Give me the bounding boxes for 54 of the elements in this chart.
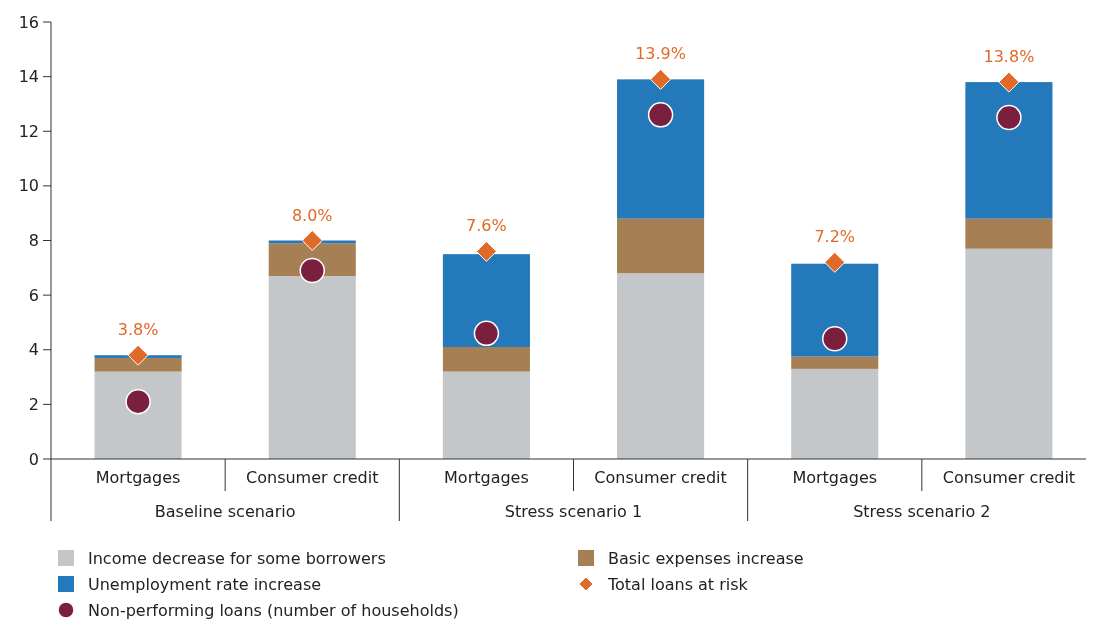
bar [791, 356, 879, 369]
text: Baseline scenario [154, 502, 296, 521]
point [996, 104, 1022, 131]
data-label: 7.2% [814, 227, 856, 247]
bar [617, 218, 705, 274]
bar [791, 263, 879, 357]
y-tick-label: 8 [28, 231, 39, 251]
y-tick-label: 14 [18, 67, 39, 87]
bar [965, 218, 1053, 249]
y-tick-label: 12 [18, 121, 39, 141]
bar [965, 82, 1053, 219]
point [822, 326, 848, 352]
bar [442, 347, 530, 372]
bar [94, 371, 182, 459]
bar [617, 273, 705, 459]
bar [791, 368, 879, 459]
point [127, 344, 149, 366]
x-tick-label: Mortgages [95, 468, 181, 487]
data-label: 13.9% [635, 44, 686, 64]
point [475, 240, 497, 262]
x-tick-label: Consumer credit [246, 468, 379, 487]
legend-label: Income decrease for some borrowers [88, 548, 386, 568]
point [647, 102, 674, 128]
bar [94, 357, 182, 372]
bar [442, 371, 530, 459]
text: Stress scenario 1 [504, 502, 643, 521]
y-tick-label: 10 [18, 176, 39, 196]
point [301, 230, 323, 251]
y-tick-label: 0 [28, 449, 39, 469]
y-tick-label: 4 [28, 340, 39, 360]
bar [268, 276, 356, 459]
text: Stress scenario 2 [853, 502, 991, 521]
data-label: 13.8% [983, 47, 1035, 67]
legend-label: Basic expenses increase [608, 548, 804, 568]
x-tick-label: Consumer credit [594, 468, 727, 487]
x-tick-label: Mortgages [792, 468, 878, 487]
legend-label: Unemployment rate increase [88, 574, 322, 594]
point [824, 251, 846, 273]
point [473, 320, 500, 347]
x-tick-label: Consumer credit [942, 468, 1076, 487]
bar [965, 248, 1053, 459]
y-tick-label: 16 [18, 12, 39, 32]
bar [442, 254, 530, 348]
data-label: 8.0% [291, 205, 333, 225]
y-tick-label: 6 [28, 285, 39, 305]
point [998, 71, 1020, 93]
data-label: 7.6% [466, 216, 507, 236]
bar [617, 79, 705, 219]
x-tick-label: Mortgages [444, 468, 529, 487]
y-tick-label: 2 [28, 394, 39, 414]
legend-label: Non-performing loans (number of households) [88, 600, 459, 620]
point [650, 68, 672, 90]
legend-label: Total loans at risk [607, 574, 749, 594]
data-label: 3.8% [117, 320, 159, 340]
